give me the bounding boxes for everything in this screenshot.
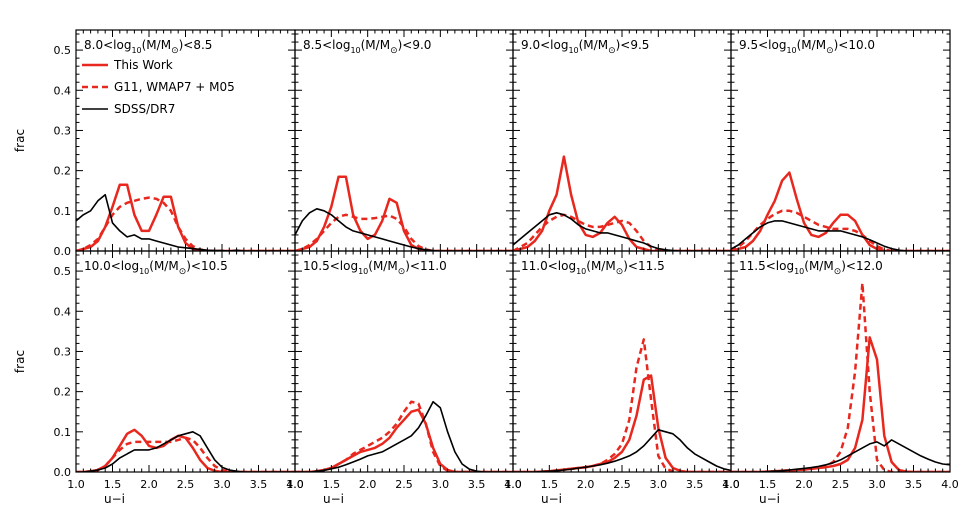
x-axis-label: u−i [541,492,562,506]
x-tick-label: 2.5 [832,478,850,491]
panel-frame [294,250,514,473]
legend-label-sdss: SDSS/DR7 [114,102,175,116]
y-tick-label: 0.5 [54,44,72,57]
panel-6: 10.5<log10(M/M⊙)<11.0 1.0 1.5 2.0 2.5 3.0 3.5 4… [286,250,522,506]
x-tick-label: 3.0 [432,478,450,491]
x-tick-label: 3.5 [250,478,268,491]
y-axis-label: frac [13,350,27,373]
series-line-this-work [513,374,731,472]
series-line-g11 [76,196,295,251]
series-line-this-work [513,155,731,251]
x-tick-label: 4.0 [504,478,522,491]
panel-grid: 8.0<log10(M/M⊙)<8.5 0.0 0.1 0.2 0.3 0.4 0.5 fra… [13,29,959,506]
y-tick-label: 0.1 [54,426,72,439]
x-tick-label: 1.5 [759,478,777,491]
x-tick-label: 2.5 [613,478,631,491]
series-line-g11 [295,400,513,472]
panel-frame [730,250,951,473]
x-tick-label: 1.0 [722,478,740,491]
x-tick-label: 2.5 [395,478,413,491]
panel-title: 11.5<log10(M/M⊙)<12.0 [739,259,883,277]
series-line-g11 [731,281,950,472]
y-tick-label: 0.5 [54,265,72,278]
y-tick-label: 0.0 [54,466,72,479]
panel-title: 11.0<log10(M/M⊙)<11.5 [521,259,665,277]
series-line-sdss [731,220,950,251]
y-tick-label: 0.2 [54,386,72,399]
series-line-sdss [76,430,295,472]
y-tick-label: 0.4 [54,305,72,318]
series-line-g11 [513,213,731,251]
y-axis-label: frac [13,129,27,152]
series-line-g11 [76,436,295,472]
x-tick-label: 2.0 [795,478,813,491]
x-tick-label: 2.0 [577,478,595,491]
x-tick-label: 2.0 [359,478,377,491]
panel-title: 10.5<log10(M/M⊙)<11.0 [303,259,447,277]
panel-8: 11.5<log10(M/M⊙)<12.0 1.0 1.5 2.0 2.5 3.0 3.5 4… [722,250,959,506]
legend-label-this-work: This Work [113,58,173,72]
x-tick-label: 3.5 [468,478,486,491]
series-line-this-work [731,171,950,251]
legend: This Work G11, WMAP7 + M05 SDSS/DR7 [82,58,235,116]
x-tick-label: 3.0 [213,478,231,491]
y-tick-label: 0.2 [54,165,72,178]
x-tick-label: 4.0 [941,478,959,491]
panel-title: 8.5<log10(M/M⊙)<9.0 [303,38,431,56]
x-axis-label: u−i [104,492,125,506]
series-line-sdss [295,400,513,472]
x-tick-label: 3.0 [868,478,886,491]
panel-5: 10.0<log10(M/M⊙)<10.5 1.0 1.5 2.0 2.5 3.0 3.5 4… [13,250,304,506]
y-tick-label: 0.3 [54,345,72,358]
y-tick-label: 0.4 [54,84,72,97]
x-tick-label: 1.0 [67,478,85,491]
panel-7: 11.0<log10(M/M⊙)<11.5 1.0 1.5 2.0 2.5 3.0 3.5 4… [504,250,740,506]
y-tick-label: 0.0 [54,245,72,258]
panel-title: 9.5<log10(M/M⊙)<10.0 [739,38,875,56]
x-tick-label: 1.5 [104,478,122,491]
series-line-this-work [295,408,513,472]
x-axis-label: u−i [323,492,344,506]
legend-label-g11: G11, WMAP7 + M05 [114,80,235,94]
x-tick-label: 3.0 [650,478,668,491]
x-tick-label: 3.5 [686,478,704,491]
series-line-this-work [295,175,513,251]
panel-1: 8.0<log10(M/M⊙)<8.5 0.0 0.1 0.2 0.3 0.4 0.5 fra… [13,29,296,258]
series-line-this-work [731,336,950,472]
series-line-sdss [513,212,731,251]
x-tick-label: 1.0 [286,478,304,491]
panel-frame [512,250,732,473]
series-line-this-work [76,183,295,251]
panel-title: 9.0<log10(M/M⊙)<9.5 [521,38,649,56]
panel-title: 10.0<log10(M/M⊙)<10.5 [84,259,228,277]
panel-title: 8.0<log10(M/M⊙)<8.5 [84,38,212,56]
x-axis-label: u−i [759,492,780,506]
x-tick-label: 2.0 [140,478,158,491]
x-tick-label: 1.5 [541,478,559,491]
panel-frame [730,29,951,252]
x-tick-label: 4.0 [286,478,304,491]
x-tick-label: 1.5 [323,478,341,491]
x-tick-label: 1.0 [504,478,522,491]
x-tick-label: 4.0 [722,478,740,491]
y-tick-label: 0.3 [54,124,72,137]
panel-4: 9.5<log10(M/M⊙)<10.0 [730,29,951,252]
panel-3: 9.0<log10(M/M⊙)<9.5 [512,29,732,252]
panel-2: 8.5<log10(M/M⊙)<9.0 [294,29,514,252]
x-tick-label: 2.5 [177,478,195,491]
y-tick-label: 0.1 [54,205,72,218]
x-tick-label: 3.5 [905,478,923,491]
